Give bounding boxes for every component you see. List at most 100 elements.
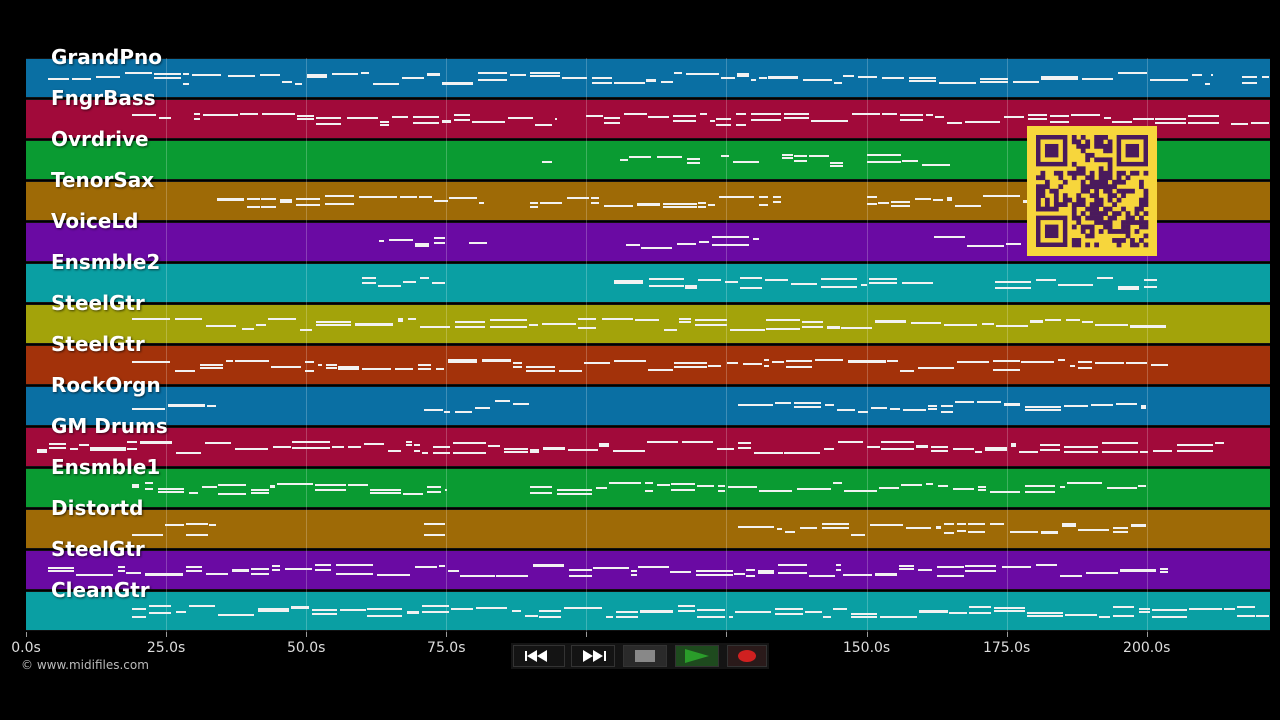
qr-module bbox=[1125, 220, 1131, 225]
qr-module bbox=[1076, 215, 1082, 221]
note bbox=[272, 569, 281, 571]
note bbox=[696, 616, 726, 618]
note bbox=[1138, 608, 1150, 610]
note bbox=[472, 121, 505, 123]
note bbox=[332, 446, 344, 448]
qr-module bbox=[1107, 184, 1113, 190]
qr-module bbox=[1085, 139, 1091, 145]
qr-module bbox=[1098, 197, 1104, 203]
qr-module bbox=[1094, 188, 1100, 194]
track-label: Ensmble1 bbox=[51, 455, 161, 479]
note bbox=[69, 448, 78, 450]
qr-module bbox=[1107, 175, 1113, 181]
note bbox=[939, 82, 977, 84]
note bbox=[615, 616, 639, 618]
note bbox=[541, 161, 552, 163]
note bbox=[508, 117, 534, 119]
note bbox=[528, 324, 539, 326]
note bbox=[984, 449, 1008, 451]
note bbox=[1040, 444, 1060, 446]
fast-forward-button[interactable] bbox=[571, 645, 615, 667]
note bbox=[148, 605, 171, 607]
note bbox=[592, 82, 613, 84]
note bbox=[737, 526, 775, 528]
note bbox=[969, 612, 992, 614]
note bbox=[314, 564, 332, 566]
note bbox=[186, 523, 208, 525]
note bbox=[979, 81, 1008, 83]
note bbox=[217, 493, 246, 495]
note bbox=[145, 574, 183, 576]
qr-module bbox=[1139, 220, 1144, 225]
note bbox=[1062, 523, 1076, 525]
note bbox=[421, 452, 429, 454]
note bbox=[182, 73, 189, 75]
qr-module bbox=[1094, 179, 1100, 185]
tick-mark bbox=[1006, 632, 1008, 637]
qr-module bbox=[1089, 193, 1095, 199]
note bbox=[601, 318, 634, 320]
note bbox=[1104, 117, 1112, 119]
note bbox=[866, 154, 901, 156]
note bbox=[1133, 118, 1155, 120]
note bbox=[453, 114, 470, 116]
note bbox=[866, 161, 901, 163]
rewind-button[interactable] bbox=[513, 645, 565, 667]
qr-module bbox=[1125, 229, 1131, 234]
qr-module bbox=[1071, 238, 1077, 243]
note bbox=[312, 609, 337, 611]
note bbox=[1027, 615, 1063, 617]
qr-module bbox=[1085, 215, 1091, 221]
note bbox=[127, 448, 137, 450]
note bbox=[793, 406, 821, 408]
play-icon bbox=[685, 649, 709, 663]
note bbox=[712, 236, 749, 238]
qr-module bbox=[1107, 161, 1113, 167]
note bbox=[421, 611, 449, 613]
note bbox=[132, 486, 140, 488]
note bbox=[379, 240, 385, 242]
note bbox=[728, 616, 734, 618]
note bbox=[175, 318, 203, 320]
note bbox=[751, 113, 782, 115]
note bbox=[79, 444, 89, 446]
qr-module bbox=[1080, 148, 1086, 154]
note bbox=[625, 244, 640, 246]
stop-button[interactable] bbox=[623, 645, 667, 667]
qr-module bbox=[1085, 175, 1091, 181]
qr-module bbox=[1143, 211, 1149, 216]
gridline bbox=[166, 58, 168, 632]
note bbox=[868, 282, 897, 284]
note bbox=[736, 124, 747, 126]
note bbox=[837, 441, 863, 443]
note bbox=[977, 401, 1002, 403]
qr-module bbox=[1089, 184, 1095, 190]
note bbox=[969, 606, 992, 608]
track-lane bbox=[26, 386, 1270, 426]
note bbox=[250, 568, 269, 570]
qr-module bbox=[1076, 220, 1082, 225]
record-button[interactable] bbox=[727, 645, 767, 667]
note bbox=[672, 115, 697, 117]
note bbox=[395, 368, 414, 370]
note bbox=[304, 370, 314, 372]
note bbox=[717, 490, 725, 492]
note bbox=[405, 441, 413, 443]
note bbox=[742, 363, 762, 365]
note bbox=[132, 408, 166, 410]
note bbox=[1230, 123, 1249, 125]
note bbox=[436, 368, 444, 370]
note bbox=[1155, 122, 1187, 124]
note bbox=[593, 567, 630, 569]
qr-module bbox=[1143, 233, 1149, 239]
note bbox=[751, 119, 782, 121]
note bbox=[296, 204, 320, 206]
play-button[interactable] bbox=[675, 645, 719, 667]
qr-module bbox=[1121, 179, 1126, 185]
qr-module bbox=[1085, 233, 1091, 239]
note bbox=[990, 491, 1021, 493]
note bbox=[614, 280, 644, 282]
gridline bbox=[726, 58, 728, 632]
note bbox=[657, 484, 671, 486]
qr-module bbox=[1130, 215, 1135, 221]
